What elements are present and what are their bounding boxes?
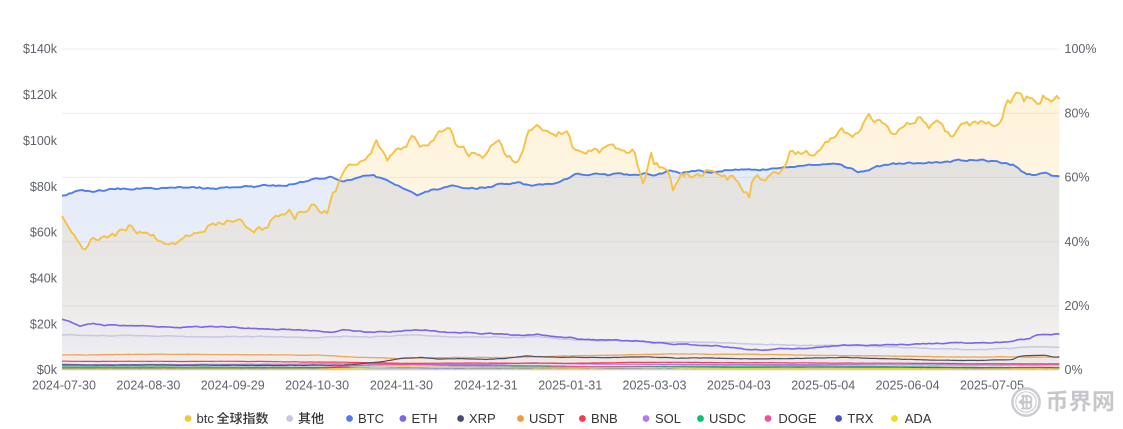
svg-text:$60k: $60k bbox=[30, 226, 58, 240]
svg-text:$120k: $120k bbox=[23, 88, 58, 102]
svg-text:2024-08-30: 2024-08-30 bbox=[116, 379, 180, 393]
svg-text:BTC: BTC bbox=[358, 411, 384, 426]
svg-text:2024-10-30: 2024-10-30 bbox=[285, 379, 349, 393]
svg-text:$40k: $40k bbox=[30, 272, 58, 286]
svg-text:$80k: $80k bbox=[30, 180, 58, 194]
svg-text:USDT: USDT bbox=[529, 411, 564, 426]
svg-text:2025-01-31: 2025-01-31 bbox=[538, 379, 602, 393]
svg-text:2024-07-30: 2024-07-30 bbox=[32, 379, 96, 393]
svg-text:$20k: $20k bbox=[30, 317, 58, 331]
svg-text:2025-06-04: 2025-06-04 bbox=[876, 379, 940, 393]
svg-text:$140k: $140k bbox=[23, 42, 58, 56]
svg-text:2024-12-31: 2024-12-31 bbox=[454, 379, 518, 393]
svg-text:ADA: ADA bbox=[905, 411, 932, 426]
svg-text:SOL: SOL bbox=[655, 411, 681, 426]
svg-text:2025-07-05: 2025-07-05 bbox=[960, 379, 1024, 393]
svg-text:60%: 60% bbox=[1065, 171, 1090, 185]
svg-text:40%: 40% bbox=[1065, 235, 1090, 249]
svg-text:$0k: $0k bbox=[37, 363, 58, 377]
svg-text:btc: btc bbox=[197, 411, 215, 426]
svg-text:$100k: $100k bbox=[23, 134, 58, 148]
svg-text:0%: 0% bbox=[1065, 363, 1083, 377]
svg-text:2024-11-30: 2024-11-30 bbox=[370, 379, 433, 393]
svg-text:XRP: XRP bbox=[469, 411, 496, 426]
svg-text:2025-03-03: 2025-03-03 bbox=[623, 379, 687, 393]
svg-text:TRX: TRX bbox=[847, 411, 873, 426]
svg-text:USDC: USDC bbox=[709, 411, 746, 426]
svg-text:BNB: BNB bbox=[591, 411, 618, 426]
svg-text:80%: 80% bbox=[1065, 106, 1090, 120]
svg-text:DOGE: DOGE bbox=[778, 411, 817, 426]
svg-text:2024-09-29: 2024-09-29 bbox=[201, 379, 265, 393]
svg-text:ETH: ETH bbox=[412, 411, 438, 426]
svg-text:20%: 20% bbox=[1065, 299, 1090, 313]
svg-text:2025-05-04: 2025-05-04 bbox=[791, 379, 855, 393]
svg-text:100%: 100% bbox=[1065, 42, 1097, 56]
svg-text:2025-04-03: 2025-04-03 bbox=[707, 379, 771, 393]
